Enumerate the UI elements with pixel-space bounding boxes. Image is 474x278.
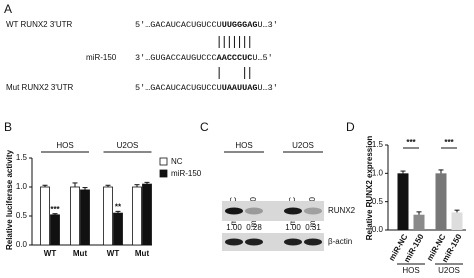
sequence-part: UAAUUAG bbox=[222, 83, 258, 93]
band bbox=[225, 207, 243, 215]
y-tick-label: 0.5 bbox=[16, 211, 28, 220]
y-axis-label: Relative luciferase activity bbox=[5, 149, 14, 250]
bar bbox=[132, 186, 142, 246]
ratio-label: 0.28 bbox=[246, 223, 262, 232]
legend-swatch bbox=[159, 157, 168, 166]
group-label: HOS bbox=[56, 141, 73, 150]
legend-swatch bbox=[159, 169, 168, 178]
x-tick-label: WT bbox=[44, 249, 57, 258]
ratio-label: 1.00 bbox=[285, 223, 301, 232]
significance: *** bbox=[444, 138, 454, 147]
band bbox=[245, 238, 263, 246]
x-tick-label: Mut bbox=[73, 249, 88, 258]
significance: ** bbox=[115, 202, 122, 211]
significance: *** bbox=[50, 205, 60, 214]
y-tick-label: 1.0 bbox=[16, 182, 28, 191]
legend-label: NC bbox=[171, 157, 183, 166]
sequence-part: U…5' bbox=[252, 53, 272, 63]
panel-letter: B bbox=[4, 120, 12, 134]
ratio-label: 0.31 bbox=[305, 223, 321, 232]
x-tick-label: Mut bbox=[135, 249, 150, 258]
bar bbox=[451, 212, 463, 230]
sequence-part: AACCCUC bbox=[217, 53, 253, 63]
band bbox=[304, 207, 322, 215]
sequence-part: UUGGGAG bbox=[222, 20, 258, 30]
sequence-part: 3'…GUGACCAUGUCCC bbox=[135, 53, 217, 63]
group-label: U2OS bbox=[438, 266, 460, 275]
band bbox=[245, 207, 263, 215]
band bbox=[304, 238, 322, 246]
group-label: U2OS bbox=[292, 141, 314, 150]
sequence-part: 5'…GACAUCACUGUCCU bbox=[135, 83, 222, 93]
blot-background bbox=[222, 233, 324, 251]
bar bbox=[80, 189, 90, 246]
sequence-name: Mut RUNX2 3'UTR bbox=[6, 83, 74, 92]
band bbox=[284, 238, 302, 246]
y-tick-label: 1.5 bbox=[372, 140, 384, 149]
panel-letter: C bbox=[200, 120, 209, 134]
panel-letter: D bbox=[346, 120, 355, 134]
ratio-label: 1.00 bbox=[226, 223, 242, 232]
y-tick-label: 1.5 bbox=[16, 153, 28, 162]
sequence-part: U…3' bbox=[257, 20, 277, 30]
blot-background bbox=[222, 201, 324, 221]
bar bbox=[113, 212, 123, 246]
bar bbox=[413, 214, 425, 230]
bar bbox=[397, 173, 409, 230]
bar bbox=[142, 183, 152, 246]
bar bbox=[70, 186, 80, 246]
bar bbox=[103, 186, 113, 246]
sequence-name: WT RUNX2 3'UTR bbox=[6, 20, 72, 29]
bar bbox=[40, 186, 50, 246]
band bbox=[225, 238, 243, 246]
bar bbox=[50, 214, 60, 246]
panel-letter: A bbox=[4, 2, 12, 16]
sequence: 5'…GACAUCACUGUCCUUAAUUAGU…3' bbox=[135, 83, 278, 93]
group-label: HOS bbox=[235, 141, 252, 150]
y-axis-label: Relative RUNX2 expression bbox=[365, 136, 374, 241]
sequence: 3'…GUGACCAUGUCCCAACCCUCU…5' bbox=[135, 53, 273, 63]
legend-label: miR-150 bbox=[171, 169, 202, 178]
protein-label: β-actin bbox=[328, 237, 352, 246]
group-label: U2OS bbox=[117, 141, 139, 150]
y-tick-label: 0.0 bbox=[16, 240, 28, 249]
sequence-name: miR-150 bbox=[86, 53, 117, 62]
sequence: 5'…GACAUCACUGUCCUUUGGGAGU…3' bbox=[135, 20, 278, 30]
significance: *** bbox=[406, 138, 416, 147]
y-tick-label: 0.5 bbox=[372, 197, 384, 206]
y-tick-label: 0.0 bbox=[372, 225, 384, 234]
x-tick-label: WT bbox=[107, 249, 120, 258]
sequence-part: U…3' bbox=[257, 83, 277, 93]
bar bbox=[435, 173, 447, 230]
protein-label: RUNX2 bbox=[328, 206, 356, 215]
group-label: HOS bbox=[402, 266, 419, 275]
band bbox=[284, 207, 302, 215]
sequence-part: 5'…GACAUCACUGUCCU bbox=[135, 20, 222, 30]
y-tick-label: 1.0 bbox=[372, 168, 384, 177]
